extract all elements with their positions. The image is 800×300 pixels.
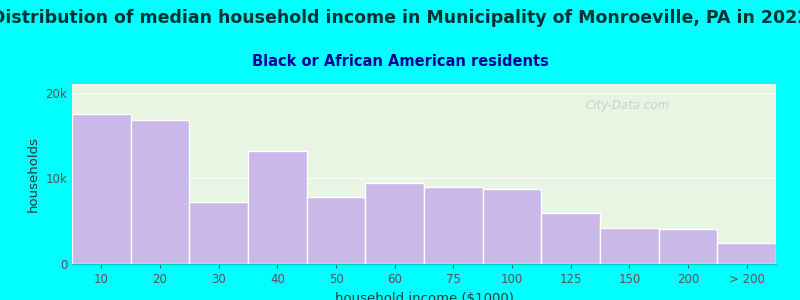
Bar [366, 183, 424, 264]
Bar [718, 243, 776, 264]
Text: Black or African American residents: Black or African American residents [251, 54, 549, 69]
Bar [190, 202, 248, 264]
Bar [600, 228, 658, 264]
Bar [482, 189, 542, 264]
Bar [424, 187, 482, 264]
Bar [542, 213, 600, 264]
Bar [306, 197, 366, 264]
X-axis label: household income ($1000): household income ($1000) [334, 292, 514, 300]
Bar [130, 120, 190, 264]
Y-axis label: households: households [27, 136, 40, 212]
Bar [658, 229, 718, 264]
Bar [72, 114, 130, 264]
Text: City-Data.com: City-Data.com [586, 99, 670, 112]
Text: Distribution of median household income in Municipality of Monroeville, PA in 20: Distribution of median household income … [0, 9, 800, 27]
Bar [248, 151, 306, 264]
